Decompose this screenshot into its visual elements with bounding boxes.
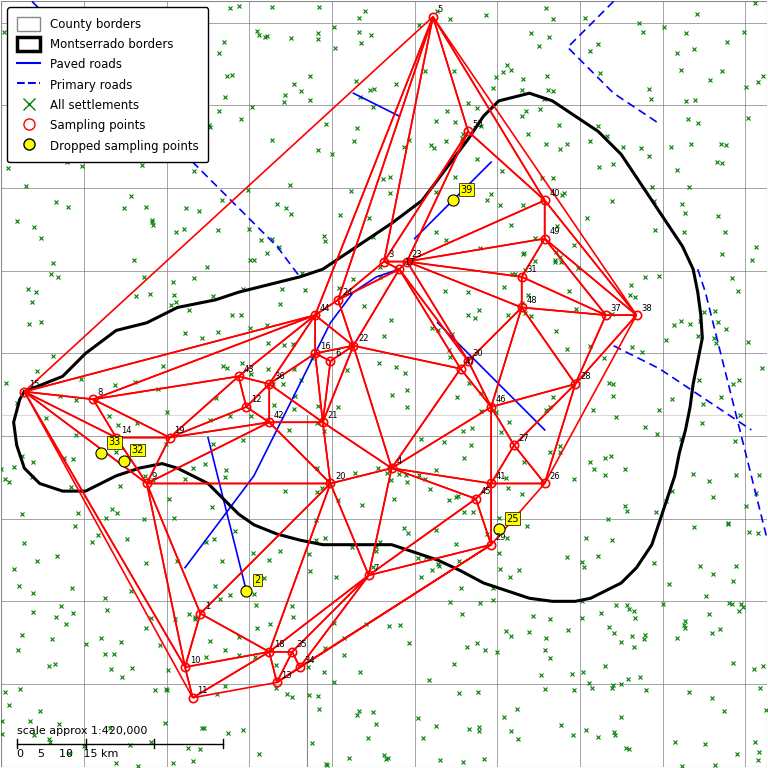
- Text: 41: 41: [495, 472, 506, 481]
- Text: 29: 29: [495, 533, 506, 542]
- Text: 33: 33: [108, 437, 121, 447]
- Text: 19: 19: [174, 426, 185, 435]
- Text: 28: 28: [580, 372, 591, 382]
- Text: 31: 31: [526, 265, 537, 274]
- Text: 13: 13: [281, 670, 292, 680]
- Text: scale approx 1:420,000: scale approx 1:420,000: [17, 726, 147, 736]
- Text: 18: 18: [274, 641, 284, 649]
- Text: 21: 21: [327, 411, 338, 419]
- Text: 5: 5: [438, 5, 443, 14]
- Text: 15: 15: [29, 380, 39, 389]
- Text: 6: 6: [335, 349, 340, 359]
- Text: 12: 12: [251, 396, 261, 405]
- Legend: County borders, Montserrado borders, Paved roads, Primary roads, All settlements: County borders, Montserrado borders, Pav…: [7, 7, 208, 162]
- Text: 46: 46: [495, 396, 506, 405]
- Text: 35: 35: [296, 641, 307, 649]
- Text: 3: 3: [389, 250, 394, 259]
- Text: 10: 10: [190, 656, 200, 664]
- Text: 39: 39: [461, 184, 473, 195]
- Text: 49: 49: [549, 227, 560, 236]
- Text: 0    5    10   15 km: 0 5 10 15 km: [17, 749, 118, 759]
- Text: 45: 45: [481, 487, 491, 496]
- Text: 4: 4: [396, 457, 402, 465]
- Text: 14: 14: [121, 426, 131, 435]
- Text: 25: 25: [506, 514, 519, 524]
- Text: 32: 32: [131, 445, 144, 455]
- Text: 42: 42: [274, 411, 284, 419]
- Text: 20: 20: [335, 472, 346, 481]
- Text: 34: 34: [304, 656, 315, 664]
- Text: 24: 24: [343, 288, 353, 297]
- Text: 36: 36: [274, 372, 285, 382]
- Text: 43: 43: [243, 365, 254, 374]
- Text: 7: 7: [373, 564, 379, 573]
- Text: 48: 48: [526, 296, 537, 305]
- Text: 38: 38: [641, 303, 652, 313]
- Text: 50: 50: [473, 120, 483, 129]
- Text: 44: 44: [319, 303, 330, 313]
- Text: 9: 9: [151, 472, 157, 481]
- Text: 26: 26: [549, 472, 560, 481]
- Text: 47: 47: [465, 357, 475, 366]
- Text: 16: 16: [319, 342, 330, 351]
- Text: 8: 8: [98, 388, 103, 397]
- Text: 37: 37: [611, 303, 621, 313]
- Text: 2: 2: [254, 575, 260, 585]
- Text: 11: 11: [197, 686, 208, 695]
- Text: 1: 1: [205, 602, 210, 611]
- Text: 40: 40: [549, 189, 560, 197]
- Text: 17: 17: [404, 257, 415, 266]
- Text: 27: 27: [518, 434, 529, 442]
- Text: 22: 22: [358, 334, 369, 343]
- Text: 30: 30: [473, 349, 483, 359]
- Text: 23: 23: [412, 250, 422, 259]
